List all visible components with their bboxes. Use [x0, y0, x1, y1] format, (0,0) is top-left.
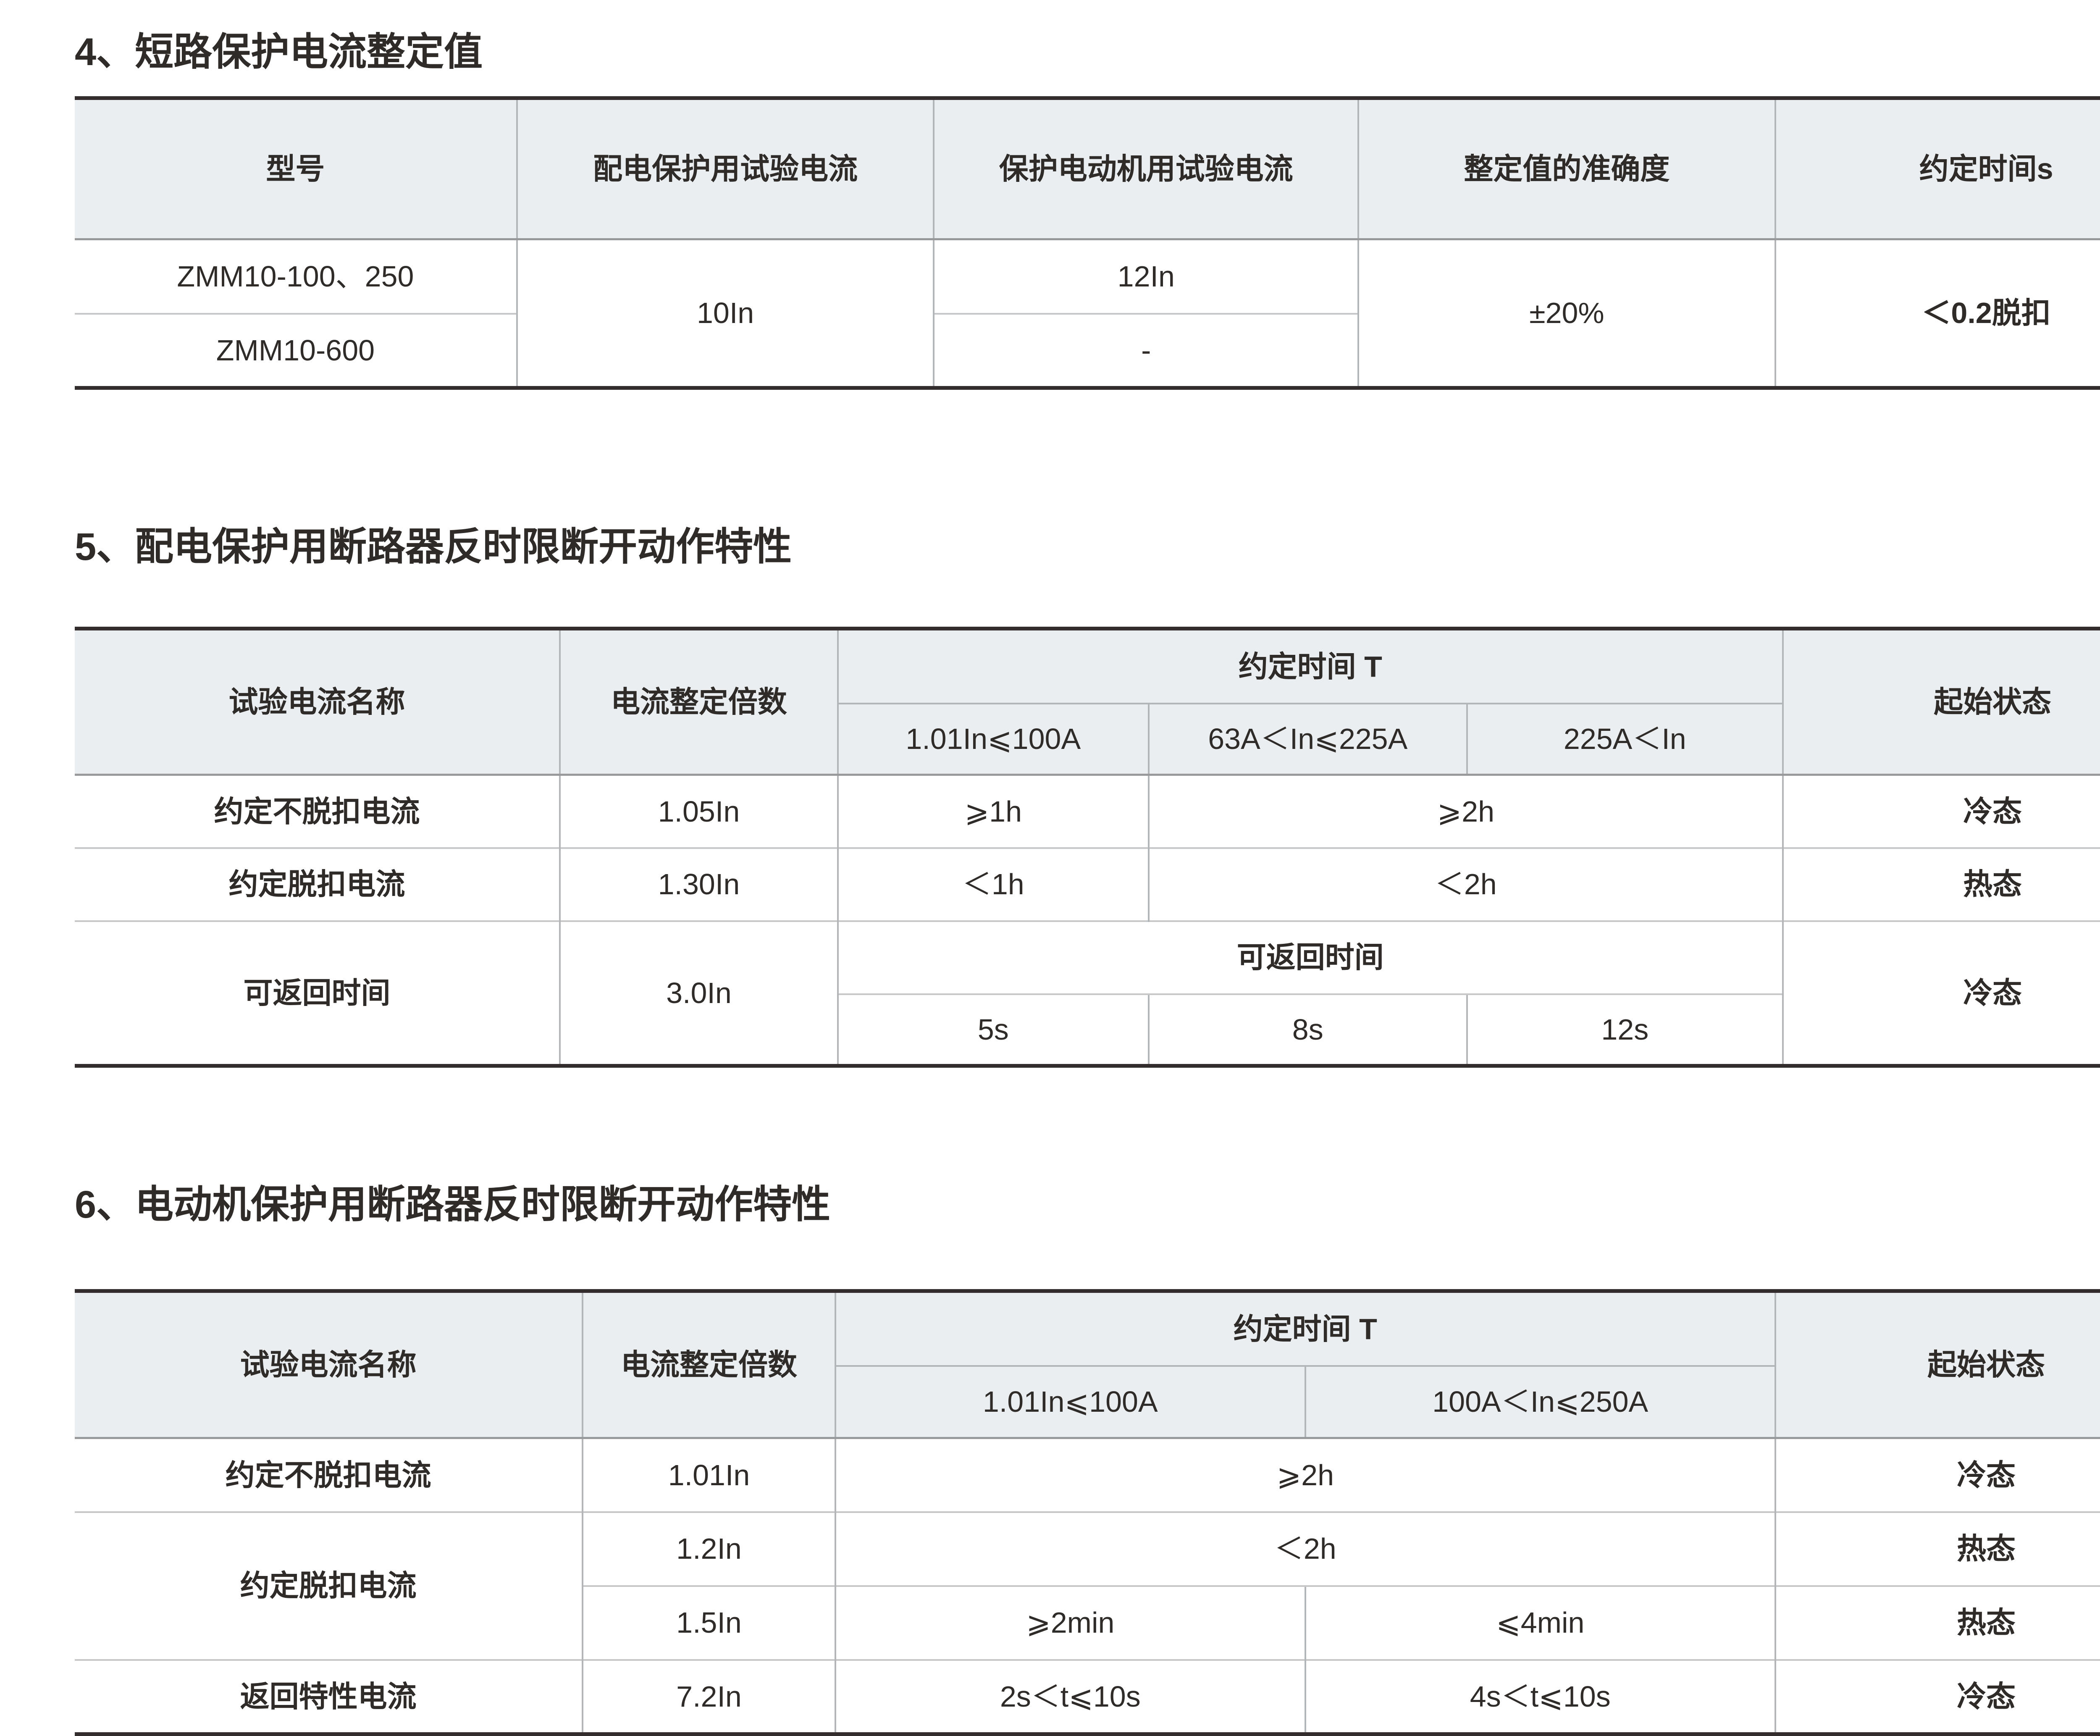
table-cell: 3.0In	[559, 920, 838, 1066]
table-cell: 1.01In	[582, 1437, 835, 1512]
table-cell: 12s	[1466, 993, 1783, 1066]
table-subheader-row: 1.01In⩽100A 100A＜In⩽250A	[75, 1365, 2100, 1438]
header-cell: 电流整定倍数	[582, 1291, 835, 1438]
table-cell: 冷态	[1782, 920, 2100, 1066]
header-cell: 225A＜In	[1466, 702, 1783, 775]
table-cell: 可返回时间	[75, 920, 560, 1066]
table-distribution-protection-characteristics: 试验电流名称 电流整定倍数 约定时间 T 起始状态 基准温度 1.01In⩽10…	[75, 627, 2100, 1068]
table-cell: ⩽4min	[1304, 1585, 1775, 1660]
section-4-title: 4、短路保护电流整定值	[75, 31, 483, 74]
section-distribution-protection: 5、配电保护用断路器反时限断开动作特性 试验电流名称 电流整定倍数 约定时间 T…	[75, 528, 2100, 1068]
header-cell: 起始状态	[1774, 1291, 2100, 1438]
table-header-row: 试验电流名称 电流整定倍数 约定时间 T 起始状态 基准温度	[75, 628, 2100, 775]
table-cell: 5s	[837, 993, 1149, 1066]
table-cell: ⩾2h	[834, 1437, 1775, 1512]
table-cell: 12In	[933, 238, 1359, 314]
table-cell: ＜1h	[837, 847, 1149, 921]
table-cell: 1.30In	[559, 847, 838, 921]
table-cell: ZMM10-100、250	[75, 238, 517, 314]
table-cell: 1.05In	[559, 774, 838, 848]
table-cell: ＜0.2脱扣	[1774, 238, 2100, 388]
table-header-row: 试验电流名称 电流整定倍数 约定时间 T 起始状态 基准温度	[75, 1291, 2100, 1438]
table-row: 可返回时间 3.0In 可返回时间 冷态	[75, 920, 2100, 1066]
table-row: ZMM10-600 -	[75, 313, 2100, 388]
header-cell: 1.01In⩽100A	[834, 1365, 1305, 1438]
table-cell: 8s	[1147, 993, 1467, 1066]
table-cell: 冷态	[1782, 774, 2100, 848]
table-short-circuit-current-settings: 型号 配电保护用试验电流 保护电动机用试验电流 整定值的准确度 约定时间s 起始…	[75, 96, 2100, 390]
table-row: 5s 8s 12s	[75, 993, 2100, 1066]
table-row: 1.5In ⩾2min ⩽4min 热态	[75, 1585, 2100, 1660]
table-cell: 冷态	[1774, 1659, 2100, 1734]
table-cell: 热态	[1774, 1585, 2100, 1660]
table-row: 返回特性电流 7.2In 2s＜t⩽10s 4s＜t⩽10s 冷态	[75, 1659, 2100, 1734]
section-short-circuit-settings: 4、短路保护电流整定值 型号 配电保护用试验电流 保护电动机用试验电流 整定值的…	[75, 0, 2100, 390]
table-cell: ＜2h	[1147, 847, 1783, 921]
table-row: ZMM10-100、250 10In 12In ±20% ＜0.2脱扣 冷态	[75, 238, 2100, 388]
table-cell: 1.5In	[582, 1585, 835, 1660]
header-cell: 约定时间 T	[837, 628, 1783, 704]
section-6-title: 6、电动机保护用断路器反时限断开动作特性	[75, 1183, 831, 1226]
table-cell: ZMM10-600	[75, 313, 517, 388]
header-cell: 配电保护用试验电流	[516, 98, 934, 239]
header-cell: 保护电动机用试验电流	[933, 98, 1359, 239]
header-cell: 约定时间s	[1774, 98, 2100, 239]
table-cell: ±20%	[1357, 238, 1775, 388]
table-row: 约定不脱扣电流 1.05In ⩾1h ⩾2h 冷态 +30℃	[75, 774, 2100, 848]
header-cell: 型号	[75, 98, 517, 239]
table-cell: 约定不脱扣电流	[75, 774, 560, 848]
header-cell: 约定时间 T	[834, 1291, 1775, 1366]
table-row: 约定脱扣电流 1.30In ＜1h ＜2h 热态	[75, 847, 2100, 921]
table-cell: 约定不脱扣电流	[75, 1437, 583, 1512]
table-cell: 热态	[1774, 1511, 2100, 1586]
table-cell: ⩾1h	[837, 774, 1149, 848]
table-cell: 2s＜t⩽10s	[834, 1659, 1305, 1734]
header-cell: 63A＜In⩽225A	[1147, 702, 1467, 775]
table-motor-protection-characteristics: 试验电流名称 电流整定倍数 约定时间 T 起始状态 基准温度 1.01In⩽10…	[75, 1289, 2100, 1736]
header-cell: 电流整定倍数	[559, 628, 838, 775]
table-cell: 返回特性电流	[75, 1659, 583, 1734]
section-5-title: 5、配电保护用断路器反时限断开动作特性	[75, 525, 792, 568]
header-cell: 100A＜In⩽250A	[1304, 1365, 1775, 1438]
table-cell: 冷态	[1774, 1437, 2100, 1512]
table-cell: 约定脱扣电流	[75, 1511, 583, 1660]
header-cell: 1.01In⩽100A	[837, 702, 1149, 775]
header-cell: 试验电流名称	[75, 628, 560, 775]
section-motor-protection: 6、电动机保护用断路器反时限断开动作特性 试验电流名称 电流整定倍数 约定时间 …	[75, 1185, 2100, 1736]
table-cell: -	[933, 313, 1359, 388]
table-cell: 热态	[1782, 847, 2100, 921]
header-cell: 试验电流名称	[75, 1291, 583, 1438]
table-cell: 4s＜t⩽10s	[1304, 1659, 1775, 1734]
table-cell: 约定脱扣电流	[75, 847, 560, 921]
table-cell: ⩾2min	[834, 1585, 1305, 1660]
table-header-row: 型号 配电保护用试验电流 保护电动机用试验电流 整定值的准确度 约定时间s 起始…	[75, 98, 2100, 239]
table-subheader-row: 1.01In⩽100A 63A＜In⩽225A 225A＜In	[75, 702, 2100, 775]
table-cell: 10In	[516, 238, 934, 388]
table-cell: 可返回时间	[837, 920, 1783, 994]
table-cell: ⩾2h	[1147, 774, 1783, 848]
header-cell: 整定值的准确度	[1357, 98, 1775, 239]
table-cell: ＜2h	[834, 1511, 1775, 1586]
table-row: 约定脱扣电流 1.2In ＜2h 热态	[75, 1511, 2100, 1660]
table-cell: 7.2In	[582, 1659, 835, 1734]
table-cell: 1.2In	[582, 1511, 835, 1586]
header-cell: 起始状态	[1782, 628, 2100, 775]
table-row: 约定不脱扣电流 1.01In ⩾2h 冷态 +40℃	[75, 1437, 2100, 1512]
